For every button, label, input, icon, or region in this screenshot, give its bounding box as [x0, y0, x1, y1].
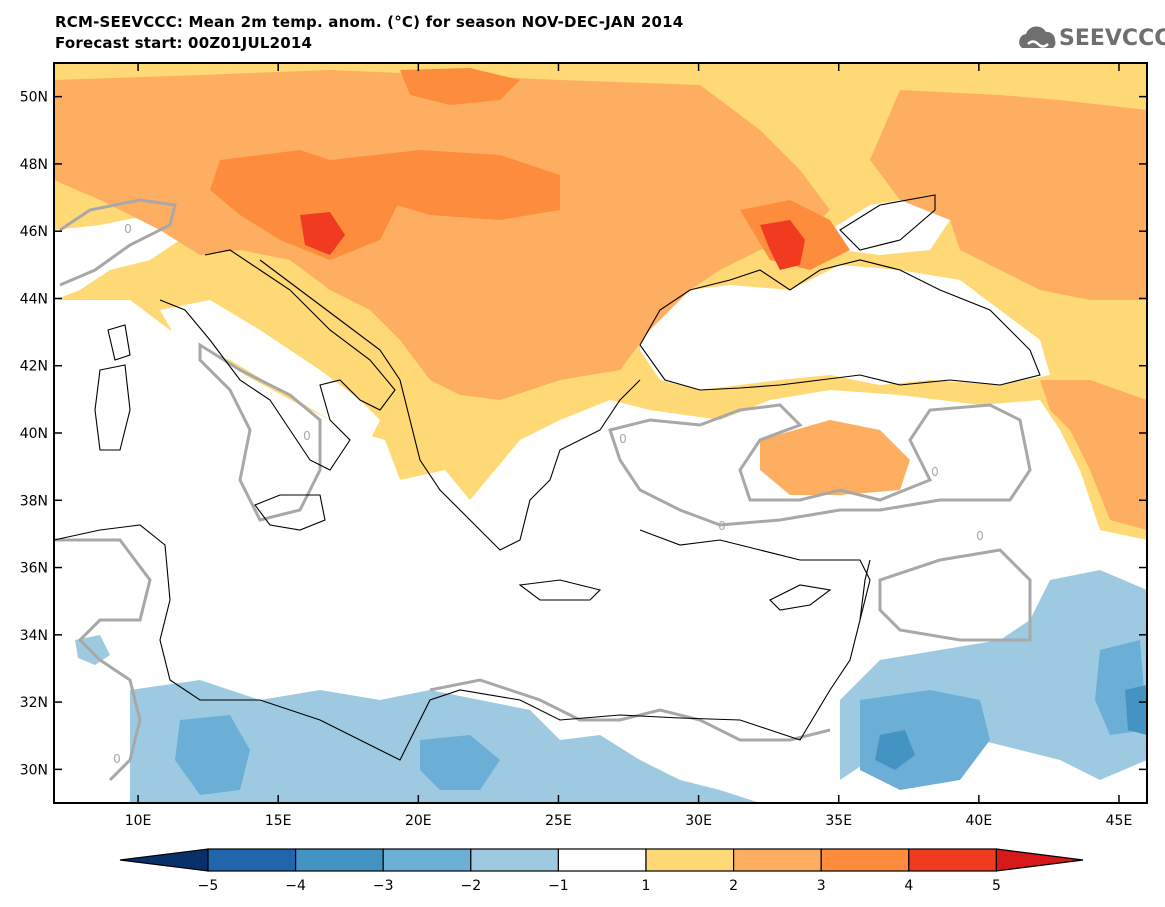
colorbar-level-label: −2	[460, 878, 481, 894]
colorbar-segment	[295, 848, 384, 872]
coastline-africa	[53, 524, 861, 761]
contour-zero-label: 0	[113, 752, 121, 766]
colorbar-segment	[732, 848, 822, 872]
anomaly-field-neutral-black-sea	[640, 265, 1050, 390]
cloud-logo-icon	[1019, 26, 1056, 48]
anomaly-field-4-5-crimea	[760, 220, 805, 270]
lat-tick-label: 32N	[20, 695, 48, 711]
colorbar-level-label: 3	[817, 878, 826, 894]
lon-tick-label: 20E	[405, 813, 432, 829]
colorbar-level-label: 4	[904, 878, 913, 894]
zero-contours	[54, 198, 1032, 782]
lon-tick-label: 30E	[685, 813, 712, 829]
anomaly-field-m1-m2-levant	[840, 570, 1147, 780]
coastline-cyprus	[769, 584, 832, 611]
anomaly-field-4-5-croatia	[300, 212, 345, 255]
lat-tick-label: 30N	[20, 762, 48, 778]
lon-tick-label: 40E	[966, 813, 993, 829]
zero-contour-levant	[878, 548, 1032, 642]
lat-tick-label: 48N	[20, 157, 48, 173]
anomaly-field-m2-m3-africa	[175, 715, 250, 795]
colorbar-level-label: −5	[198, 878, 219, 894]
colorbar-segment	[382, 848, 472, 872]
lon-tick-label: 15E	[265, 813, 292, 829]
colorbar-max-arrow	[995, 848, 1084, 872]
lon-tick-label: 35E	[825, 813, 852, 829]
coastline-sardinia	[94, 364, 131, 451]
lat-tick-label: 44N	[20, 291, 48, 307]
colorbar-level-label: 1	[642, 878, 651, 894]
lon-tick-label: 10E	[125, 813, 152, 829]
anomaly-field-3-4-north	[400, 68, 520, 105]
longitude-axis: 10E 15E 20E 25E 30E 35E 40E 45E	[125, 63, 1133, 829]
colorbar-level-label: −1	[548, 878, 569, 894]
anomaly-field-neutral-italy	[160, 300, 380, 440]
contour-zero-label: 0	[303, 429, 311, 443]
coastline-corsica	[107, 324, 131, 361]
lat-tick-label: 36N	[20, 561, 48, 577]
lat-tick-label: 40N	[20, 426, 48, 442]
coastline-balkans	[259, 259, 641, 551]
zero-contour-italy	[198, 342, 322, 522]
coastline-black-sea	[639, 259, 1041, 391]
lat-tick-label: 50N	[20, 90, 48, 106]
colorbar-segment	[207, 848, 297, 872]
anomaly-field-2-3-turkey	[760, 420, 910, 495]
contour-zero-label: 0	[124, 222, 132, 236]
seevccc-logo-text: SEEVCCC	[1059, 26, 1165, 51]
lat-tick-label: 46N	[20, 224, 48, 240]
colorbar-level-label: 5	[992, 878, 1001, 894]
colorbar-min-arrow	[119, 848, 209, 872]
lon-tick-label: 25E	[545, 813, 572, 829]
colorbar-segment	[820, 848, 910, 872]
lon-tick-label: 45E	[1106, 813, 1133, 829]
anomaly-field-2-3-caucasus	[1040, 380, 1147, 530]
contour-zero-label: 0	[619, 432, 627, 446]
map-plot-area: 0 0 0 0 0 0 0	[53, 63, 1147, 803]
anomaly-field-m3-m4-east	[1125, 685, 1147, 735]
lat-tick-label: 42N	[20, 359, 48, 375]
contour-zero-label: 0	[976, 529, 984, 543]
colorbar-segment	[908, 848, 997, 872]
colorbar-segment	[645, 848, 735, 872]
colorbar: −5 −4 −3 −2 −1 1 2 3 4 5	[119, 848, 1084, 894]
coastlines	[53, 194, 1041, 761]
colorbar-level-label: 2	[729, 878, 738, 894]
colorbar-segment	[470, 848, 559, 872]
contour-zero-label: 0	[718, 519, 726, 533]
zero-contour-alps	[59, 198, 177, 287]
coastline-azov	[839, 194, 936, 251]
colorbar-level-label: −3	[373, 878, 394, 894]
coastline-italy	[159, 249, 396, 471]
latitude-axis: 30N 32N 34N 36N 38N 40N 42N 44N 46N 48N 50N	[20, 90, 1147, 778]
map-title: RCM-SEEVCCC: Mean 2m temp. anom. (°C) fo…	[55, 13, 684, 31]
forecast-start-subtitle: Forecast start: 00Z01JUL2014	[55, 34, 313, 52]
colorbar-level-label: −4	[285, 878, 306, 894]
coastline-crete	[518, 579, 602, 601]
contour-zero-label: 0	[931, 465, 939, 479]
zero-contour-africa	[54, 538, 152, 782]
anomaly-field-m2-m3-libya	[420, 735, 500, 790]
anomaly-field-2-3-europe	[54, 70, 830, 400]
colorbar-segment	[557, 848, 647, 872]
lat-tick-label: 34N	[20, 628, 48, 644]
coastline-sicily	[254, 494, 326, 531]
coastline-levant	[859, 559, 871, 621]
anomaly-field-2-3-east	[870, 90, 1147, 300]
zero-contour-libya	[429, 678, 831, 742]
zero-contour-turkey	[608, 403, 1032, 527]
anomaly-field-3-4-carpathian	[330, 150, 560, 220]
lat-tick-label: 38N	[20, 493, 48, 509]
anomaly-field-m3-m4-levant	[875, 730, 915, 770]
